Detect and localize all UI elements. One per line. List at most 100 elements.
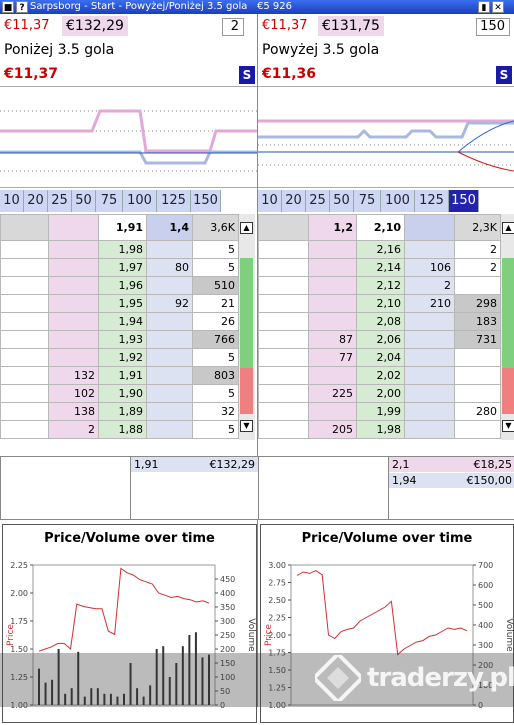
price-cell[interactable]: 1,96 <box>98 276 147 295</box>
back-cell[interactable] <box>48 276 99 295</box>
ladder-scrollbar[interactable]: ▲ ▼ <box>501 214 514 440</box>
quantity-field[interactable]: 150 <box>476 18 510 36</box>
scroll-down-icon[interactable]: ▼ <box>502 420 514 432</box>
stake-button[interactable]: 150 <box>191 190 221 212</box>
lay-cell[interactable] <box>146 366 193 385</box>
price-cell[interactable]: 2,06 <box>356 330 405 349</box>
lay-cell[interactable]: 106 <box>404 258 455 277</box>
price-cell[interactable]: 2,08 <box>356 312 405 331</box>
price-cell[interactable]: 1,98 <box>98 240 147 259</box>
lay-price[interactable]: €131,75 <box>318 16 384 36</box>
price-cell[interactable]: 2,10 <box>356 294 405 313</box>
lay-cell[interactable] <box>146 384 193 403</box>
back-cell[interactable] <box>48 294 99 313</box>
back-cell[interactable] <box>48 348 99 367</box>
price-cell[interactable]: 1,89 <box>98 402 147 421</box>
stake-button[interactable]: 10 <box>258 190 282 212</box>
back-cell[interactable]: 132 <box>48 366 99 385</box>
lay-cell[interactable] <box>404 348 455 367</box>
stake-button[interactable]: 50 <box>330 190 354 212</box>
back-cell[interactable] <box>48 258 99 277</box>
s-button[interactable]: S <box>496 66 512 84</box>
lay-cell[interactable] <box>404 312 455 331</box>
scroll-up-icon[interactable]: ▲ <box>240 222 253 234</box>
back-cell[interactable]: 205 <box>308 420 357 439</box>
back-cell[interactable] <box>308 276 357 295</box>
lay-cell[interactable] <box>404 402 455 421</box>
stake-button[interactable]: 125 <box>415 190 449 212</box>
price-cell[interactable]: 2,02 <box>356 366 405 385</box>
lay-cell[interactable]: 210 <box>404 294 455 313</box>
stake-button[interactable]: 75 <box>354 190 381 212</box>
lay-cell[interactable] <box>146 402 193 421</box>
back-cell[interactable]: 77 <box>308 348 357 367</box>
price-cell[interactable]: 2,00 <box>356 384 405 403</box>
stake-button[interactable]: 10 <box>0 190 24 212</box>
ladder-scrollbar[interactable]: ▲ ▼ <box>239 214 255 440</box>
stake-button[interactable]: 25 <box>306 190 330 212</box>
matched-bet-row[interactable]: 2,1 €18,25 <box>389 457 514 472</box>
scroll-up-icon[interactable]: ▲ <box>502 222 514 234</box>
stake-button[interactable]: 20 <box>24 190 48 212</box>
price-cell[interactable]: 1,98 <box>356 420 405 439</box>
stake-button[interactable]: 50 <box>72 190 96 212</box>
back-cell[interactable] <box>48 240 99 259</box>
price-cell[interactable]: 1,99 <box>356 402 405 421</box>
back-cell[interactable] <box>308 366 357 385</box>
back-cell[interactable] <box>308 294 357 313</box>
price-cell[interactable]: 1,91 <box>98 366 147 385</box>
price-cell[interactable]: 1,95 <box>98 294 147 313</box>
price-cell[interactable]: 2,16 <box>356 240 405 259</box>
price-cell[interactable]: 1,90 <box>98 384 147 403</box>
price-cell[interactable]: 1,92 <box>98 348 147 367</box>
help-icon[interactable]: ? <box>16 1 28 13</box>
matched-bet-row[interactable]: 1,94 €150,00 <box>389 473 514 488</box>
back-cell[interactable]: 225 <box>308 384 357 403</box>
back-cell[interactable] <box>308 402 357 421</box>
quantity-field[interactable]: 2 <box>222 18 244 36</box>
back-cell[interactable] <box>308 240 357 259</box>
lay-cell[interactable]: 2 <box>404 276 455 295</box>
lay-cell[interactable] <box>404 240 455 259</box>
close-icon[interactable]: ✕ <box>492 1 504 13</box>
lay-cell[interactable] <box>404 420 455 439</box>
lay-cell[interactable] <box>146 330 193 349</box>
price-cell[interactable]: 2,14 <box>356 258 405 277</box>
lay-cell[interactable]: 80 <box>146 258 193 277</box>
lay-cell[interactable] <box>404 366 455 385</box>
scroll-down-icon[interactable]: ▼ <box>240 420 253 432</box>
price-cell[interactable]: 1,93 <box>98 330 147 349</box>
lay-cell[interactable] <box>146 420 193 439</box>
price-cell[interactable]: 1,94 <box>98 312 147 331</box>
lay-cell[interactable] <box>404 330 455 349</box>
stake-button[interactable]: 20 <box>282 190 306 212</box>
price-cell[interactable]: 2,04 <box>356 348 405 367</box>
stake-button[interactable]: 100 <box>381 190 415 212</box>
s-button[interactable]: S <box>239 66 255 84</box>
back-cell[interactable]: 138 <box>48 402 99 421</box>
pin-icon[interactable]: ■ <box>2 1 14 13</box>
price-cell[interactable]: 1,97 <box>98 258 147 277</box>
back-cell[interactable]: 2 <box>48 420 99 439</box>
lay-cell[interactable] <box>146 312 193 331</box>
price-cell[interactable]: 2,12 <box>356 276 405 295</box>
stake-button[interactable]: 100 <box>123 190 157 212</box>
lay-price[interactable]: €132,29 <box>62 16 128 36</box>
lay-cell[interactable] <box>146 276 193 295</box>
stake-button-active[interactable]: 150 <box>449 190 479 212</box>
lay-cell[interactable]: 92 <box>146 294 193 313</box>
back-cell[interactable] <box>48 312 99 331</box>
lay-cell[interactable] <box>146 348 193 367</box>
back-cell[interactable] <box>308 258 357 277</box>
matched-bet-row[interactable]: 1,91 €132,29 <box>131 457 258 472</box>
back-cell[interactable] <box>308 312 357 331</box>
stake-button[interactable]: 25 <box>48 190 72 212</box>
ladder-icon[interactable]: ▮ <box>478 1 490 13</box>
stake-button[interactable]: 75 <box>96 190 123 212</box>
stake-button[interactable]: 125 <box>157 190 191 212</box>
back-cell[interactable]: 102 <box>48 384 99 403</box>
lay-cell[interactable] <box>404 384 455 403</box>
back-cell[interactable] <box>48 330 99 349</box>
price-cell[interactable]: 1,88 <box>98 420 147 439</box>
lay-cell[interactable] <box>146 240 193 259</box>
